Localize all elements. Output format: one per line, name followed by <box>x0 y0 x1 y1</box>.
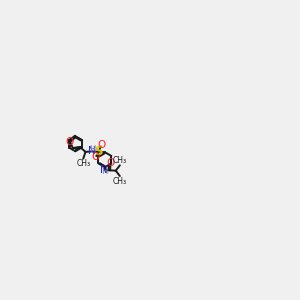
Text: S: S <box>94 145 103 158</box>
Text: N: N <box>88 146 96 156</box>
Text: O: O <box>97 140 105 150</box>
Text: CH₃: CH₃ <box>76 159 90 168</box>
Text: CH₃: CH₃ <box>113 177 127 186</box>
Text: O: O <box>66 137 74 147</box>
Text: O: O <box>92 152 100 162</box>
Text: H: H <box>89 145 95 154</box>
Text: O: O <box>106 158 114 168</box>
Text: H: H <box>100 167 107 176</box>
Text: CH₃: CH₃ <box>113 156 127 165</box>
Text: N: N <box>100 165 108 175</box>
